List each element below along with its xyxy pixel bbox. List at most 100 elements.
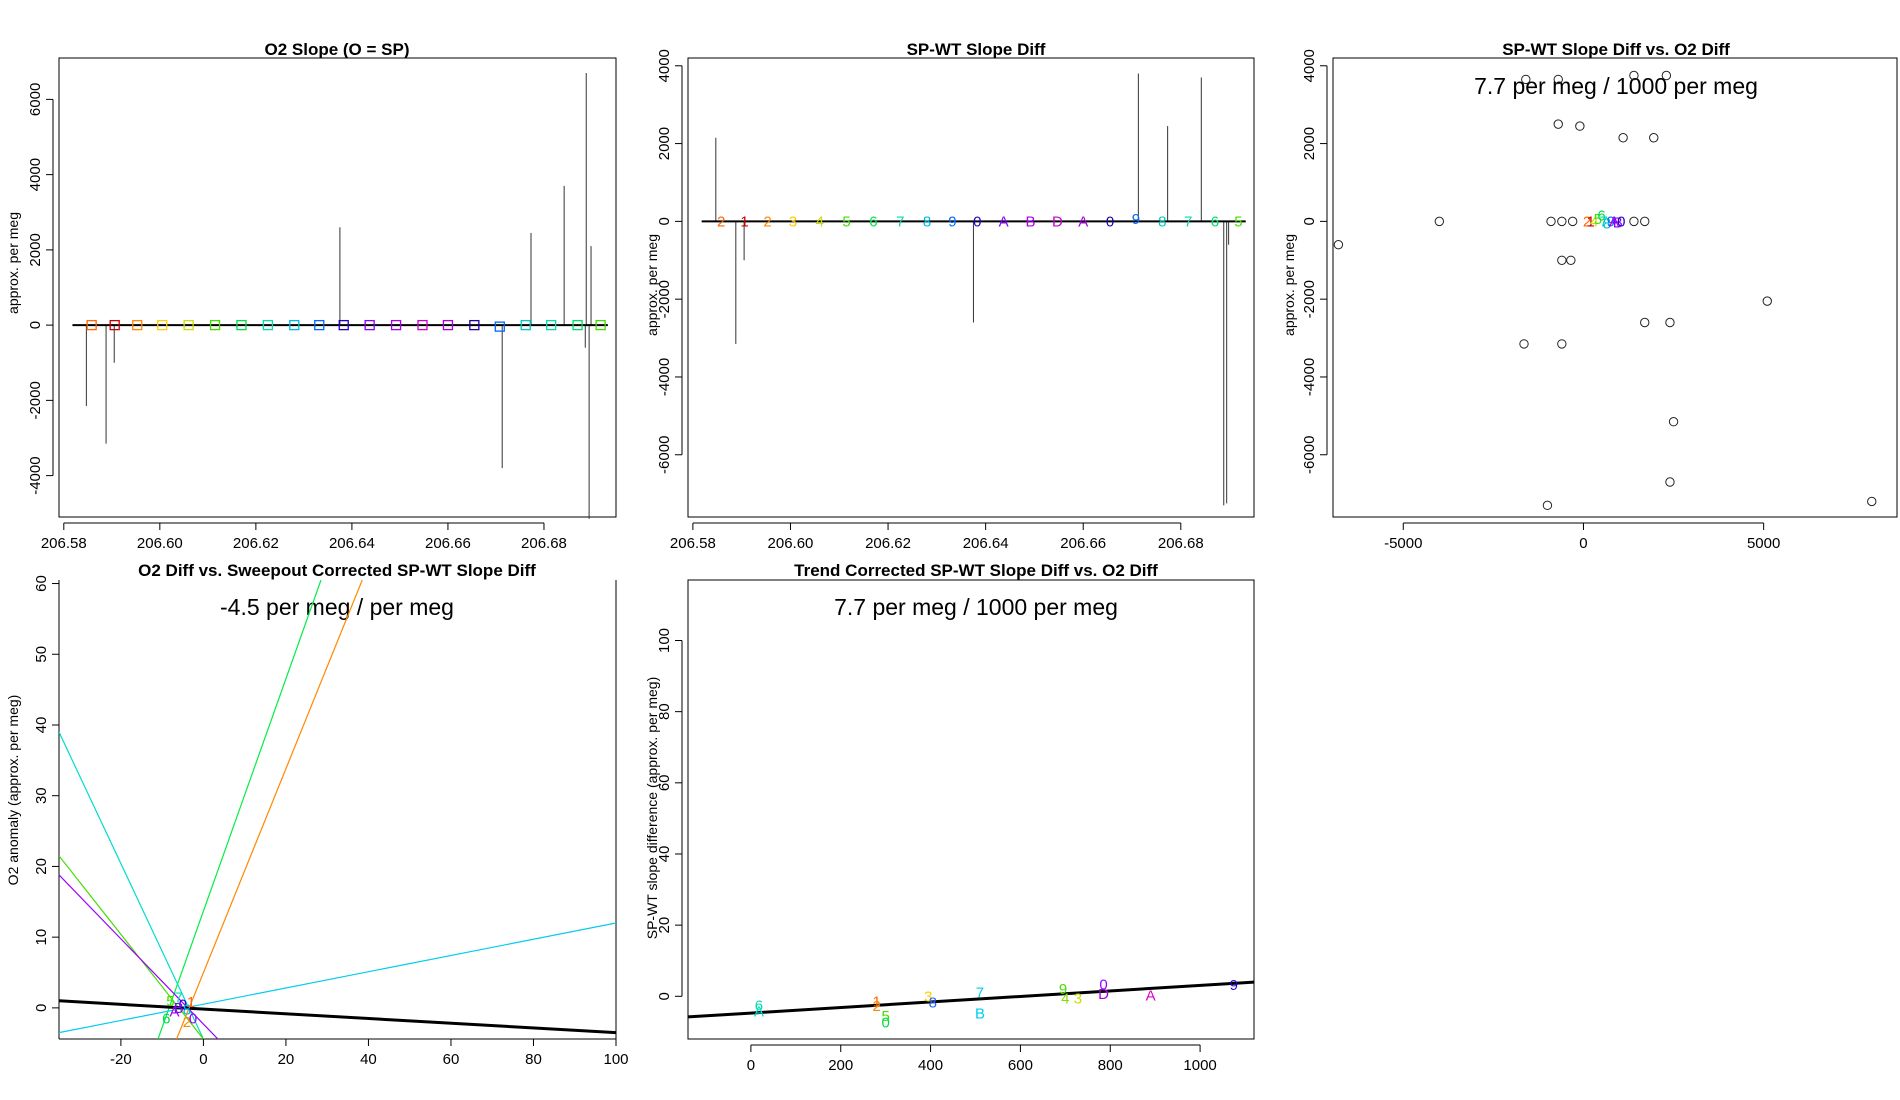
point-label: 0 [1099,977,1107,994]
cluster-label: 5 [1594,211,1602,228]
y-tick-label: 100 [656,628,673,653]
scatter-point [1640,317,1650,328]
scatter-point [1557,255,1567,265]
label-marker: 8 [1158,213,1166,230]
x-tick-label: 206.64 [329,535,375,552]
square-marker [157,319,168,331]
scatter-point [1867,496,1877,507]
label-marker: 9 [948,213,956,230]
label-marker: 2 [717,213,725,230]
point-label: 3 [1074,990,1082,1007]
regression-line [176,580,363,1039]
x-tick-label: 206.66 [1060,535,1106,552]
x-tick-label: -5000 [1384,535,1422,552]
plot-frame [687,57,1255,518]
square-marker [209,319,221,331]
scatter-point [1762,296,1772,306]
point-label: 8 [183,1001,191,1018]
y-axis-label: SP-WT slope difference (approx. per meg) [644,677,660,940]
axes: 206.58 206.60 206.62 206.64 206.66 206.68 -600… [656,49,1204,552]
y-tick-label: 2000 [656,127,673,160]
x-tick-label: 0 [747,1057,755,1074]
cluster-label: A [1609,213,1619,230]
x-tick-label: 600 [1008,1057,1033,1074]
spike-series [85,73,592,519]
y-tick-label: 0 [656,217,673,225]
y-tick-label: -2000 [27,381,44,419]
scatter-point [1629,216,1639,227]
plot-frame [1332,57,1898,518]
scatter-point [1521,74,1531,85]
x-tick-label: 206.62 [865,535,911,552]
panel-sp-wt-vs-o2-diff: SP-WT Slope Diff vs. O2 Diff 7.7 per meg… [1281,40,1898,552]
label-marker: 0 [1106,213,1114,230]
square-marker [314,319,325,331]
panel-title: O2 Diff vs. Sweepout Corrected SP-WT Slo… [138,561,536,580]
point-label: 6 [162,1010,170,1027]
square-marker [520,319,531,331]
scatter-point [1665,317,1675,328]
point-label: 7 [174,989,182,1006]
y-tick-label: -2000 [1301,280,1318,318]
x-tick-label: 206.58 [41,535,87,552]
scatter-point [1567,216,1578,227]
scatter-point [1629,70,1639,81]
spike-series [715,73,1230,506]
y-tick-label: 6000 [27,83,44,116]
panel-title: SP-WT Slope Diff vs. O2 Diff [1502,40,1730,59]
label-marker: 1 [740,213,748,230]
x-tick-label: 400 [918,1057,943,1074]
regression-line [59,874,219,1039]
point-label: A [1146,988,1156,1005]
x-tick-label: 80 [525,1051,542,1068]
square-marker [262,319,274,331]
scatter-point [1519,339,1529,349]
marker-series [86,319,606,332]
y-tick-label: -6000 [656,436,673,474]
point-label: A [754,1004,764,1021]
point-label: 9 [1059,981,1067,998]
y-axis-label: approx. per meg [1281,234,1297,336]
point-label: 1 [872,994,880,1011]
scatter-point [1640,216,1650,227]
slope-annotation: -4.5 per meg / per meg [220,594,454,620]
scatter-point [1649,133,1659,143]
plot-frame [58,57,617,518]
y-tick-label: -4000 [1301,358,1318,396]
label-marker: 8 [923,213,931,230]
y-tick-label: 40 [33,717,50,734]
x-tick-label: 206.66 [425,535,471,552]
y-tick-label: 20 [656,917,673,934]
scatter-point [1668,416,1679,427]
cluster-label: 9 [1607,213,1615,230]
scatter-point [1575,121,1585,131]
label-marker: 4 [816,213,824,230]
x-tick-label: 0 [1579,535,1587,552]
scatter-point [1557,216,1567,227]
point-label: 7 [976,985,984,1002]
point-label: B [174,1000,184,1017]
regression-line [157,580,322,1039]
y-tick-label: -6000 [1301,436,1318,474]
x-tick-label: 1000 [1183,1057,1216,1074]
x-tick-label: 206.64 [963,535,1009,552]
label-marker: B [1026,213,1036,230]
point-label: 5 [881,1008,889,1025]
x-tick-label: 206.68 [521,535,567,552]
y-tick-label: 2000 [27,233,44,266]
x-tick-label: 206.58 [670,535,716,552]
fit-line [59,999,616,1035]
scatter-point [1553,119,1563,129]
scatter-point [1333,240,1344,250]
panel-trend-corrected: Trend Corrected SP-WT Slope Diff vs. O2 … [644,561,1255,1074]
label-marker: 5 [842,213,850,230]
square-marker [338,319,349,331]
scatter-point [1566,255,1576,265]
square-marker [390,319,402,331]
y-axis-label: O2 anomaly (approx. per meg) [5,695,21,886]
square-marker [236,319,247,331]
